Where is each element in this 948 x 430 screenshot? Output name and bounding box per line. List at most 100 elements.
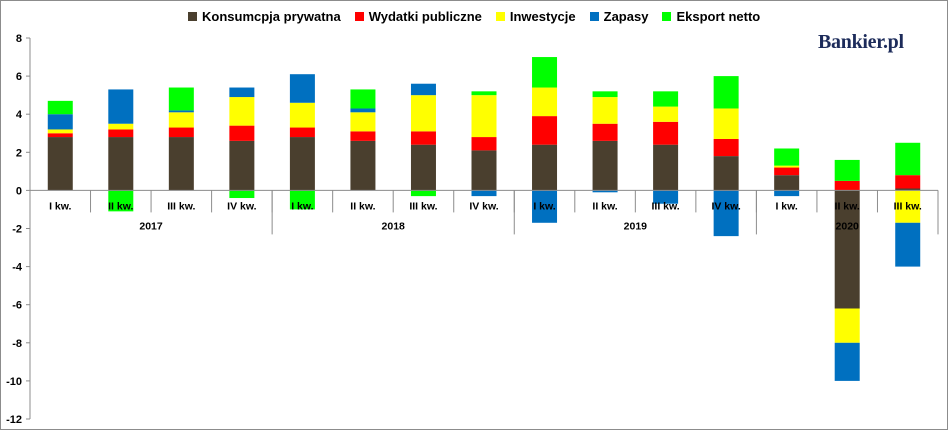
bar-segment-s1-c12: [774, 167, 800, 176]
y-tick-label: 4: [16, 109, 23, 121]
year-label: 2018: [382, 220, 406, 232]
y-tick-label: 6: [16, 71, 22, 83]
legend-swatch-konsumpcja: [188, 11, 197, 21]
bar-segment-s2-c10: [653, 106, 679, 122]
bar-segment-s4-c9: [592, 91, 618, 98]
legend-item-eksport: Eksport netto: [662, 9, 760, 24]
bar-segment-s0-c7: [471, 150, 497, 191]
legend-label-konsumpcja: Konsumcpja prywatna: [202, 8, 341, 24]
bar-segment-s0-c0: [47, 137, 73, 191]
legend-item-wydatki: Wydatki publiczne: [354, 8, 482, 24]
bar-segment-s4-c12: [774, 148, 800, 166]
x-category-label: II kw.: [592, 200, 617, 212]
bar-segment-s2-c0: [47, 129, 73, 134]
bar-segment-s1-c2: [168, 127, 194, 138]
bar-segment-s4-c3: [229, 190, 255, 199]
bar-segment-s4-c5: [350, 89, 376, 109]
bar-segment-s0-c11: [713, 156, 739, 191]
legend-item-zapasy: Zapasy: [589, 8, 649, 24]
legend-swatch-zapasy: [589, 11, 599, 21]
bar-segment-s1-c5: [350, 131, 376, 141]
y-tick-label: -10: [6, 376, 22, 388]
bar-segment-s0-c14: [895, 188, 921, 191]
bar-segment-s2-c2: [168, 112, 194, 128]
bar-segment-s2-c1: [108, 123, 134, 130]
bar-segment-s1-c8: [532, 116, 558, 145]
legend-label-inwestycje: Inwestycje: [509, 8, 576, 24]
legend-label-eksport: Eksport netto: [676, 8, 761, 24]
bar-segment-s2-c9: [592, 97, 618, 124]
x-category-label: II kw.: [350, 200, 375, 212]
bar-segment-s3-c0: [47, 114, 73, 130]
bar-segment-s4-c1: [108, 190, 134, 212]
x-category-label: IV kw.: [227, 200, 256, 212]
bar-segment-s0-c5: [350, 140, 376, 191]
bar-segment-s3-c14: [895, 222, 921, 267]
legend-label-wydatki: Wydatki publiczne: [368, 8, 482, 24]
bar-segment-s1-c9: [592, 123, 618, 141]
bar-segment-s3-c2: [168, 110, 194, 113]
y-tick-label: -6: [12, 300, 22, 312]
x-category-label: III kw.: [409, 200, 437, 212]
y-tick-label: -4: [12, 262, 23, 274]
bar-segment-s0-c2: [168, 137, 194, 191]
legend-swatch-inwestycje: [495, 11, 505, 21]
bar-segment-s2-c5: [350, 112, 376, 132]
bar-segment-s2-c12: [774, 165, 800, 168]
bar-segment-s3-c6: [410, 83, 436, 96]
y-tick-label: 2: [16, 147, 22, 159]
bar-segment-s3-c3: [229, 87, 255, 98]
year-label: 2020: [836, 220, 860, 232]
x-category-label: III kw.: [651, 200, 679, 212]
bar-segment-s4-c8: [532, 57, 558, 88]
y-tick-label: 0: [16, 185, 22, 197]
bar-segment-s0-c6: [410, 144, 436, 191]
y-tick-label: -12: [6, 414, 22, 426]
bar-segment-s2-c14: [895, 190, 921, 223]
bar-segment-s1-c6: [410, 131, 436, 145]
bar-segment-s2-c8: [532, 87, 558, 117]
bar-segment-s4-c6: [410, 190, 436, 197]
bar-segment-s2-c6: [410, 95, 436, 132]
bar-segment-s1-c11: [713, 138, 739, 157]
bar-segment-s0-c10: [653, 144, 679, 191]
x-category-label: III kw.: [894, 200, 922, 212]
bar-segment-s0-c9: [592, 140, 618, 191]
bar-segment-s1-c13: [834, 180, 860, 191]
x-category-label: III kw.: [167, 200, 195, 212]
x-category-label: I kw.: [775, 200, 797, 212]
legend-label-zapasy: Zapasy: [603, 8, 649, 24]
bar-segment-s1-c0: [47, 133, 73, 138]
bar-segment-s1-c14: [895, 175, 921, 189]
bar-segment-s4-c2: [168, 87, 194, 111]
y-tick-label: -2: [12, 224, 22, 236]
bar-segment-s3-c1: [108, 89, 134, 124]
bar-segment-s1-c1: [108, 129, 134, 138]
x-category-label: IV kw.: [469, 200, 498, 212]
bar-segment-s1-c4: [289, 127, 315, 138]
bar-segment-s0-c1: [108, 137, 134, 191]
bar-segment-s0-c13: [834, 190, 860, 309]
bar-segment-s4-c10: [653, 91, 679, 107]
x-category-label: I kw.: [49, 200, 71, 212]
x-category-label: II kw.: [835, 200, 860, 212]
legend-item-konsumpcja: Konsumcpja prywatna: [188, 9, 341, 24]
bar-segment-s4-c4: [289, 190, 315, 210]
bar-segment-s2-c13: [834, 308, 860, 343]
bar-segment-s0-c8: [532, 144, 558, 191]
bar-segment-s2-c7: [471, 95, 497, 138]
x-category-label: I kw.: [291, 200, 313, 212]
bar-segment-s4-c13: [834, 159, 860, 181]
bar-segment-s3-c8: [532, 190, 558, 223]
bar-segment-s1-c3: [229, 125, 255, 141]
bar-segment-s2-c11: [713, 108, 739, 139]
brand-logo: Bankier.pl: [818, 31, 904, 53]
bar-segment-s4-c14: [895, 142, 921, 176]
y-tick-label: 8: [16, 33, 22, 45]
bar-segment-s2-c4: [289, 102, 315, 128]
x-category-label: II kw.: [108, 200, 133, 212]
y-tick-label: -8: [12, 338, 22, 350]
legend-swatch-wydatki: [354, 11, 364, 21]
bar-segment-s0-c3: [229, 140, 255, 191]
